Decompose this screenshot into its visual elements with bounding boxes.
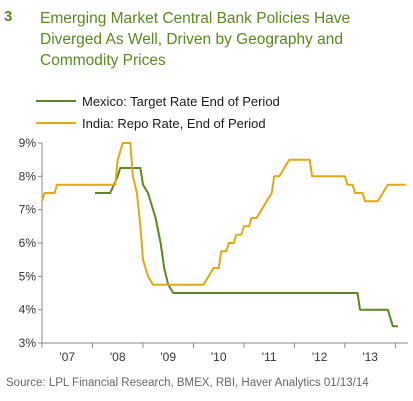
x-tick-label: '10	[211, 350, 227, 364]
x-tick-label: '07	[59, 350, 75, 364]
x-tick-label: '09	[160, 350, 176, 364]
legend-label-india: India: Repo Rate,	[82, 115, 184, 131]
y-tick-label: 6%	[19, 236, 37, 250]
chart-series	[41, 142, 406, 328]
y-tick-label: 5%	[19, 269, 37, 283]
y-tick-label: 7%	[19, 203, 37, 217]
x-tick-label: '12	[312, 350, 328, 364]
y-tick-label: 8%	[19, 169, 37, 183]
series-line-india	[41, 142, 406, 286]
x-tick-label: '08	[110, 350, 126, 364]
figure-number: 3	[4, 8, 13, 25]
legend-suffix-india: End of Period	[186, 115, 266, 131]
legend-suffix-mexico: End of Period	[201, 93, 280, 109]
x-tick-label: '13	[362, 350, 378, 364]
legend-swatch-mexico	[36, 100, 76, 102]
legend-label-mexico: Mexico: Target Rate	[82, 93, 198, 109]
series-line-mexico	[95, 167, 398, 328]
source-note: Source: LPL Financial Research, BMEX, RB…	[6, 377, 369, 389]
legend-swatch-india	[36, 122, 76, 124]
chart-title: Emerging Market Central Bank Policies Ha…	[40, 10, 351, 69]
legend-item-mexico: Mexico: Target Rate End of Period	[36, 90, 280, 112]
x-tick-label: '11	[262, 350, 277, 364]
y-tick-label: 4%	[19, 303, 37, 317]
y-tick-label: 3%	[19, 336, 37, 350]
chart-axes: 9% 8% 7% 6% 5% 4% 3% '07 '08 '09 '10 '11 '12 '13	[19, 136, 408, 364]
legend-item-india: India: Repo Rate, End of Period	[36, 112, 280, 134]
y-tick-label: 9%	[19, 136, 37, 150]
legend: Mexico: Target Rate End of Period India:…	[36, 90, 280, 134]
